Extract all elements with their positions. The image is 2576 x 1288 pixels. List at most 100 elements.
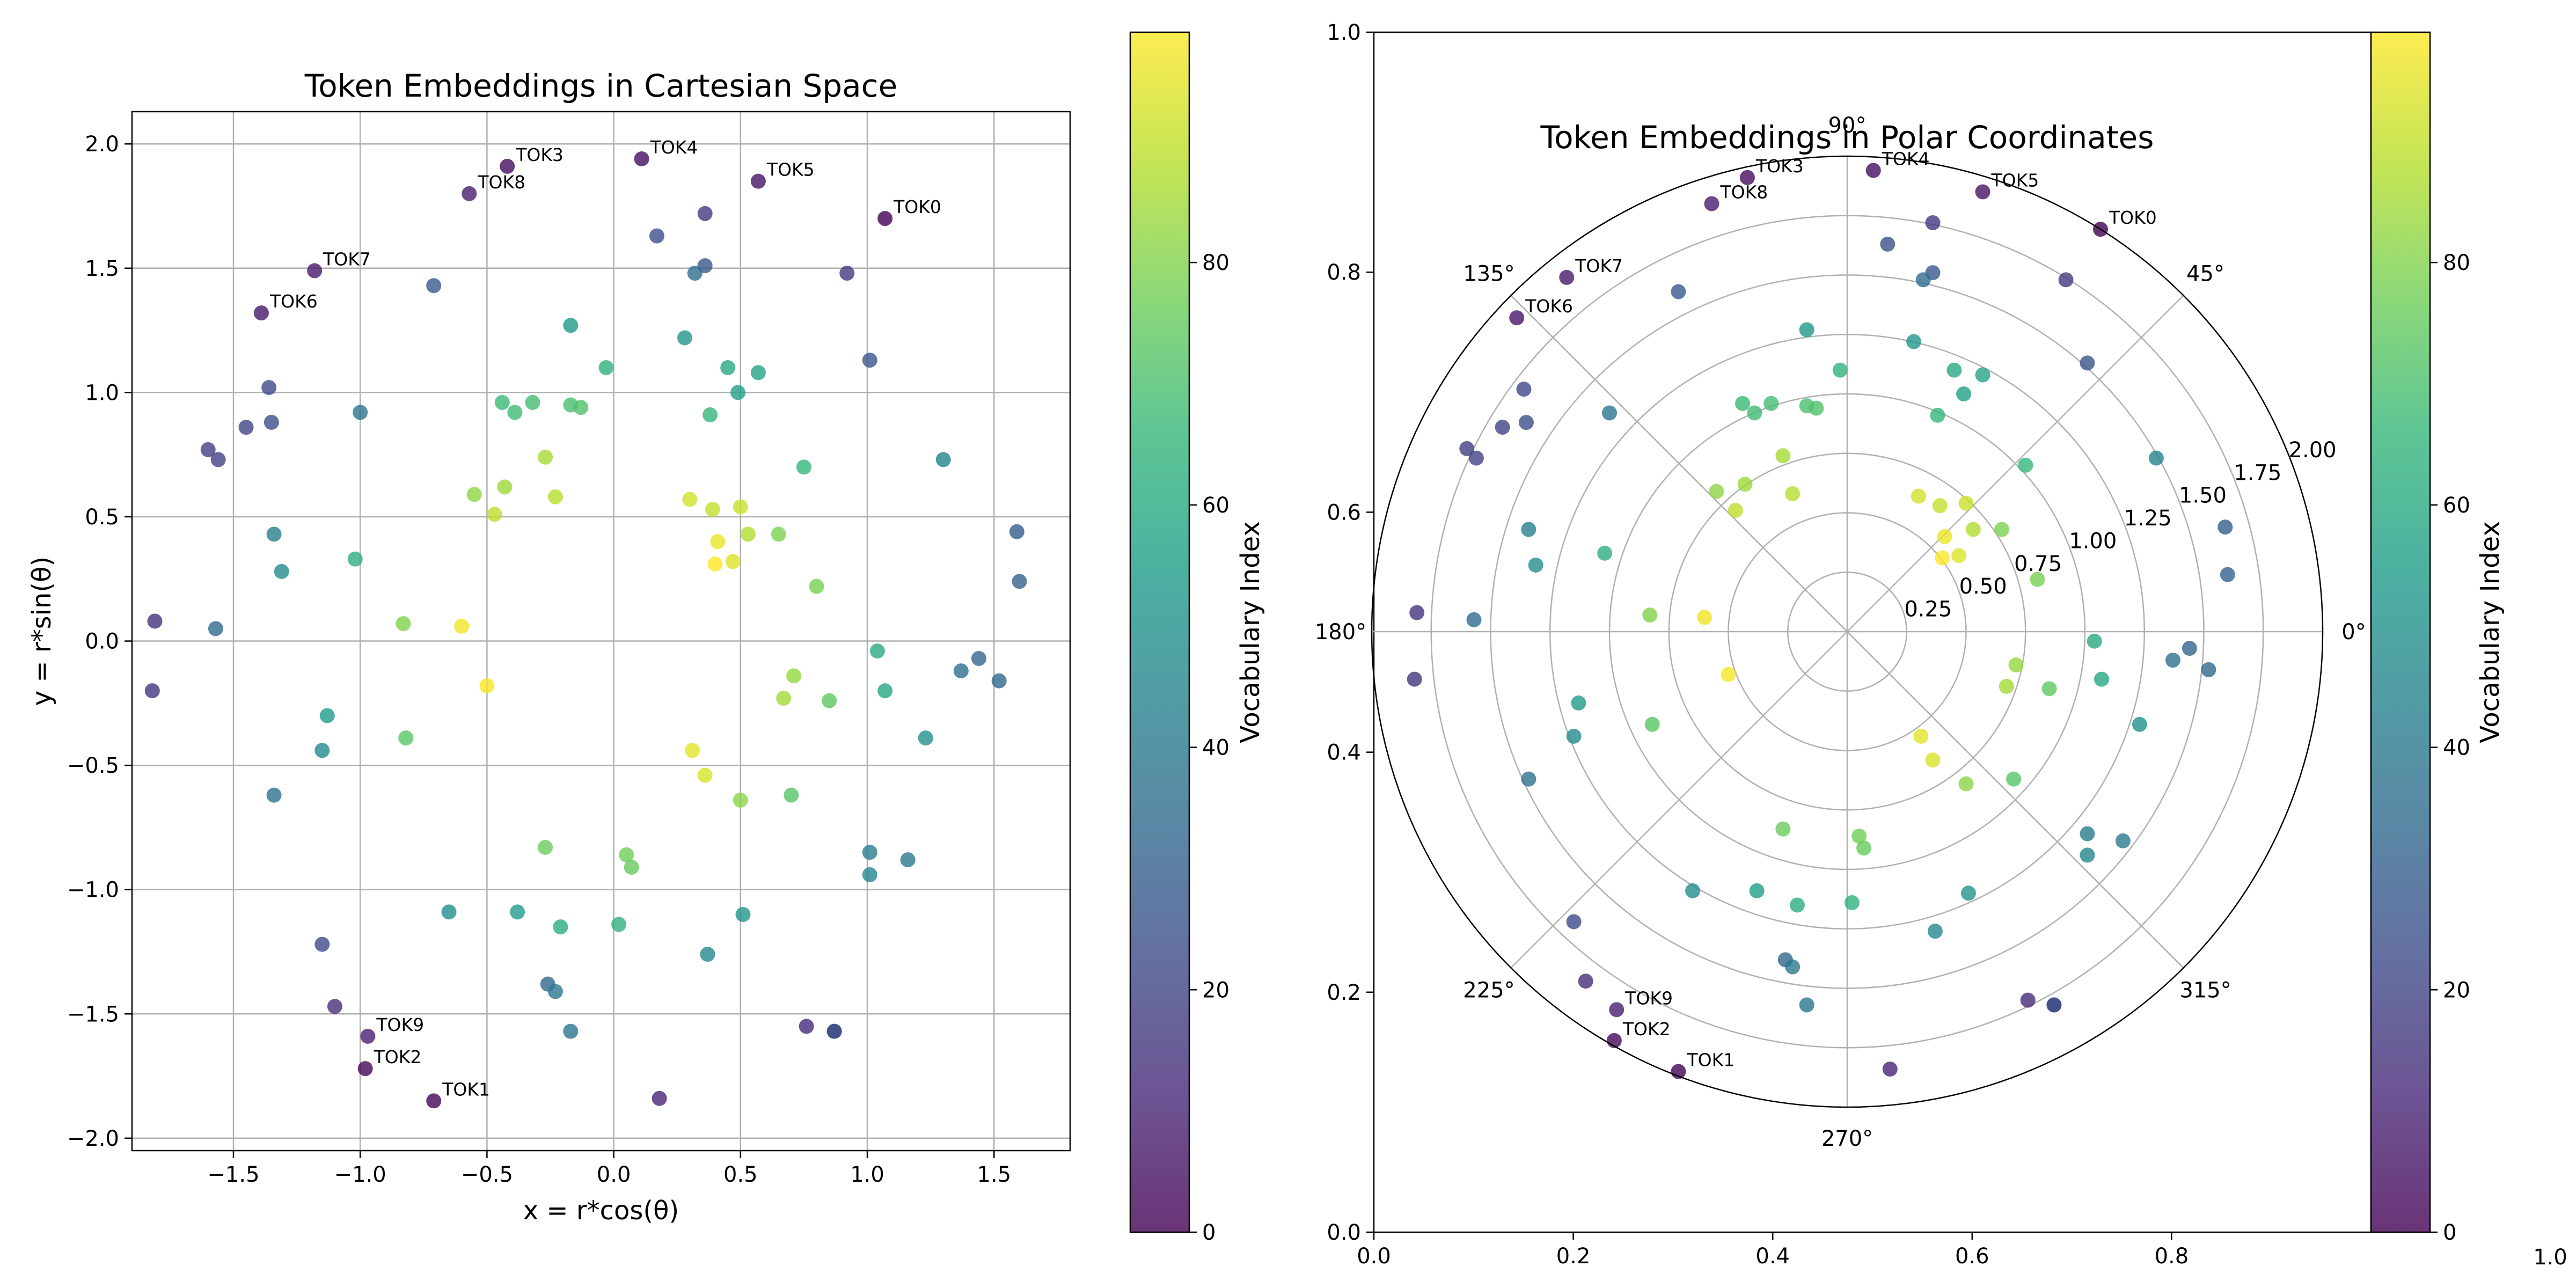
cartesian-point-label: TOK6: [269, 291, 318, 312]
polar-points: [1407, 163, 2235, 1079]
cartesian-y-ticks: −2.0 −1.5 −1.0 −0.5 0.0 0.5 1.0 1.5 2.0: [67, 132, 132, 1151]
cartesian-y-tick-label: 0.0: [85, 630, 119, 654]
polar-angle-tick-label: 270°: [1821, 1126, 1873, 1151]
cartesian-data-point: [700, 947, 715, 962]
cartesian-data-point: [238, 420, 254, 435]
cartesian-colorbar-tick-label: 20: [1202, 978, 1230, 1002]
polar-radius-tick-label: 1.50: [2179, 484, 2227, 508]
cartesian-data-point: [750, 365, 766, 380]
polar-data-point: [2080, 355, 2095, 371]
polar-data-point: [2041, 681, 2057, 697]
polar-data-point: [1697, 610, 1713, 625]
polar-data-point: [1728, 503, 1743, 518]
polar-data-point: [1775, 448, 1791, 464]
cartesian-data-point: [611, 917, 627, 932]
cartesian-point-label: TOK9: [376, 1014, 424, 1035]
polar-background-y-tick-label: 0.2: [1327, 980, 1361, 1005]
polar-radius-tick-label: 1.25: [2124, 506, 2172, 531]
cartesian-x-tick-label: 1.5: [977, 1162, 1011, 1187]
polar-data-point: [1737, 477, 1753, 492]
polar-point-label: TOK8: [1719, 182, 1768, 203]
cartesian-colorbar-label: Vocabulary Index: [1235, 521, 1265, 743]
cartesian-data-point: [725, 554, 741, 569]
cartesian-data-point: [353, 405, 368, 420]
polar-data-point: [1516, 382, 1532, 397]
cartesian-data-point: [598, 360, 614, 376]
cartesian-data-point: [877, 683, 893, 699]
cartesian-data-point: [741, 526, 756, 542]
polar-angle-labels: 0° 45° 90° 135° 180° 225° 270° 315°: [1315, 113, 2366, 1151]
polar-data-point: [1521, 522, 1536, 537]
polar-colorbar-tick-label: 20: [2443, 978, 2470, 1002]
cartesian-data-point: [266, 787, 282, 803]
polar-data-point: [2218, 519, 2233, 535]
cartesian-data-point: [547, 489, 563, 504]
polar-radius-tick-label: 0.50: [1959, 574, 2007, 599]
cartesian-data-point: [720, 360, 736, 376]
polar-data-point: [1785, 959, 1801, 975]
polar-data-point: [1832, 362, 1848, 378]
polar-data-point: [1559, 269, 1575, 285]
cartesian-point-label: TOK4: [650, 137, 698, 158]
cartesian-data-point: [918, 730, 933, 746]
cartesian-colorbar-gradient: [1129, 31, 1190, 1233]
cartesian-colorbar-tick-label: 40: [1202, 736, 1230, 760]
polar-data-point: [1809, 400, 1824, 416]
polar-data-point: [1409, 605, 1425, 620]
polar-data-point: [1935, 550, 1950, 566]
polar-data-point: [2018, 457, 2033, 473]
polar-background-y-tick-label: 0.0: [1327, 1220, 1361, 1245]
polar-angular-gridline: [1510, 631, 1848, 969]
cartesian-x-tick-label: 0.5: [723, 1162, 758, 1187]
polar-colorbar-tick-label: 80: [2443, 251, 2470, 275]
cartesian-x-tick-label: −0.5: [461, 1162, 513, 1187]
polar-data-point: [1521, 771, 1536, 787]
polar-scatter-panel: 0.0 0.2 0.4 0.6 0.8 0.0 0.2 0.4 0.6 0.8 1.0 TOK0 T…: [1315, 20, 2372, 1269]
cartesian-data-point: [822, 693, 837, 708]
cartesian-data-point: [634, 151, 649, 166]
cartesian-data-point: [877, 211, 893, 226]
polar-data-point: [1932, 498, 1948, 514]
cartesian-data-point: [624, 860, 639, 875]
cartesian-data-point: [786, 668, 802, 684]
cartesian-data-point: [935, 452, 951, 467]
cartesian-points: [144, 151, 1027, 1109]
cartesian-data-point: [426, 278, 442, 294]
cartesian-data-point: [510, 904, 525, 920]
cartesian-data-point: [971, 650, 986, 666]
cartesian-point-label: TOK1: [442, 1079, 490, 1100]
cartesian-scatter-panel: Token Embeddings in Cartesian Space TOK0…: [27, 68, 1071, 1226]
cartesian-data-point: [784, 787, 799, 803]
polar-radius-tick-label: 1.00: [2069, 529, 2117, 553]
polar-data-point: [1509, 310, 1525, 326]
cartesian-grid: [132, 112, 1070, 1151]
cartesian-data-point: [1009, 524, 1024, 539]
cartesian-data-point: [487, 507, 502, 522]
cartesian-data-point: [687, 266, 702, 281]
polar-data-point: [1975, 367, 1990, 383]
polar-data-point: [1937, 529, 1952, 544]
polar-colorbar-gradient: [2370, 31, 2431, 1233]
cartesian-point-label: TOK7: [323, 248, 371, 269]
polar-point-label: TOK1: [1686, 1050, 1735, 1071]
polar-point-label: TOK4: [1882, 149, 1930, 170]
polar-data-point: [1518, 415, 1534, 430]
cartesian-data-point: [314, 936, 330, 952]
polar-data-point: [1466, 612, 1482, 627]
polar-data-point: [1880, 236, 1896, 252]
polar-data-point: [2058, 272, 2074, 288]
cartesian-data-point: [327, 999, 342, 1014]
cartesian-point-label: TOK0: [893, 196, 941, 217]
polar-data-point: [1882, 1062, 1898, 1077]
polar-data-point: [1459, 441, 1475, 456]
cartesian-x-ticks: −1.5 −1.0 −0.5 0.0 0.5 1.0 1.5: [207, 1151, 1011, 1187]
polar-data-point: [1925, 752, 1941, 768]
cartesian-point-label: TOK8: [477, 172, 525, 193]
polar-data-point: [2132, 716, 2147, 732]
cartesian-data-point: [826, 1023, 842, 1039]
cartesian-x-tick-label: −1.5: [207, 1162, 259, 1187]
polar-data-point: [1571, 695, 1586, 711]
polar-data-point: [1642, 607, 1658, 623]
polar-data-point: [1856, 840, 1872, 856]
cartesian-data-point: [677, 330, 692, 346]
